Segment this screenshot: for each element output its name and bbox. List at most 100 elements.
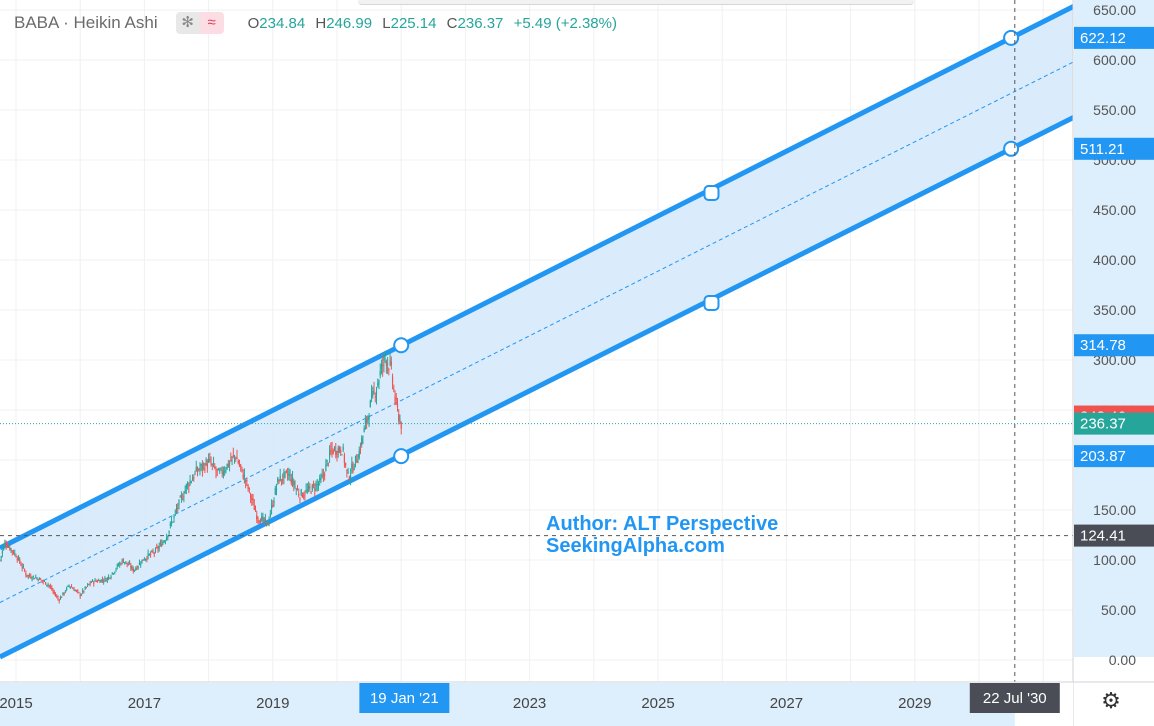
candle-body — [72, 588, 74, 590]
candle-body — [369, 400, 371, 408]
gear-icon[interactable]: ⚙ — [1101, 688, 1121, 713]
candle-body — [332, 450, 334, 454]
date-label: 22 Jul '30 — [983, 690, 1047, 707]
candle-body — [109, 577, 111, 579]
candle-body — [266, 521, 268, 523]
candle-body — [78, 592, 80, 594]
candle-body — [62, 592, 64, 595]
candle-body — [352, 467, 354, 472]
x-tick-label: 2015 — [0, 695, 33, 712]
candle-body — [320, 478, 322, 481]
candle-body — [328, 450, 331, 457]
candle-body — [337, 447, 339, 453]
candle-body — [67, 585, 69, 587]
low-value: 225.14 — [390, 14, 437, 32]
candle-body — [219, 471, 221, 473]
candle-body — [384, 355, 386, 357]
snowflake-icon[interactable]: ✻ — [175, 12, 200, 34]
candle-body — [51, 587, 53, 590]
candle-body — [111, 572, 113, 574]
candle-body — [191, 478, 194, 481]
channel-handle — [703, 295, 720, 311]
price-label-bg — [1074, 445, 1154, 468]
candle-body — [325, 464, 327, 472]
candle-body — [49, 586, 52, 588]
author-annotation[interactable]: Author: ALT Perspective SeekingAlpha.com — [546, 513, 778, 557]
legend-controls[interactable]: ✻ ≈ — [175, 12, 224, 34]
candle-body — [147, 553, 149, 557]
price-label-bg — [1074, 137, 1154, 160]
candle-body — [196, 470, 199, 472]
compare-icon[interactable]: ≈ — [199, 12, 224, 34]
candle-body — [230, 459, 232, 461]
candle-body — [133, 569, 136, 571]
candle-body — [121, 559, 123, 562]
candle-body — [143, 559, 145, 561]
candle-body — [304, 494, 306, 496]
candle-body — [322, 474, 325, 476]
candle-body — [6, 546, 8, 548]
candle-body — [217, 468, 220, 471]
candle-body — [54, 594, 57, 596]
candle-body — [84, 587, 86, 590]
candle-body — [220, 467, 222, 469]
candle-body — [231, 456, 233, 459]
candle-body — [258, 520, 260, 522]
candle-body — [377, 383, 379, 386]
candle-body — [308, 486, 310, 489]
candle-body — [347, 471, 349, 473]
candle-body — [153, 553, 155, 555]
candle-body — [146, 559, 148, 561]
candle-body — [398, 414, 400, 421]
candle-body — [16, 558, 18, 561]
candle-body — [273, 500, 275, 504]
candle-body — [172, 521, 174, 523]
candle-body — [170, 521, 173, 524]
candle-body — [80, 594, 83, 596]
candle-body — [117, 565, 120, 567]
regression-channel[interactable] — [0, 0, 1099, 660]
candle-body — [300, 489, 302, 496]
candle-body — [127, 564, 129, 566]
candle-body — [52, 590, 54, 592]
candle-body — [330, 450, 332, 452]
y-tick-label: 50.00 — [1101, 602, 1136, 618]
candle-body — [366, 419, 368, 423]
candle-body — [47, 584, 49, 586]
candle-body — [24, 569, 26, 571]
candle-body — [288, 473, 290, 476]
candle-body — [15, 555, 17, 558]
candle-body — [119, 563, 121, 565]
candle-body — [77, 590, 79, 592]
candle-body — [103, 581, 105, 583]
candle-body — [285, 470, 287, 472]
candle-body — [293, 481, 295, 486]
candle-body — [327, 463, 329, 465]
candle-body — [156, 547, 158, 549]
author-line: Author: ALT Perspective — [546, 513, 779, 535]
candle-body — [173, 515, 175, 519]
candle-body — [400, 422, 402, 429]
y-tick-label: 600.00 — [1093, 52, 1136, 68]
candle-body — [9, 547, 11, 550]
channel-handle — [1003, 140, 1020, 157]
candle-body — [42, 580, 44, 582]
candle-body — [380, 363, 383, 370]
crosshair-lines — [0, 0, 1073, 682]
candle-body — [268, 520, 270, 523]
candle-body — [154, 548, 157, 552]
candle-body — [205, 459, 207, 465]
candle-body — [383, 354, 385, 361]
x-tick-label: 2023 — [513, 695, 546, 712]
symbol-title[interactable]: BABA · Heikin Ashi — [14, 13, 158, 32]
candle-body — [233, 455, 236, 457]
candle-body — [303, 495, 305, 497]
high-label: H — [315, 14, 327, 32]
candle-body — [91, 579, 94, 582]
candle-body — [30, 576, 32, 579]
candle-body — [309, 486, 311, 489]
candle-body — [138, 562, 141, 565]
channel-handle — [1003, 29, 1020, 46]
candle-body — [122, 561, 125, 563]
